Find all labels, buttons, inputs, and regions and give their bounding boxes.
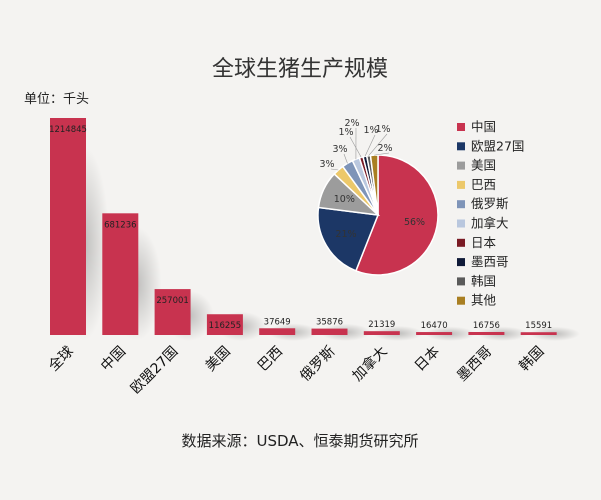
bar-1 xyxy=(102,213,139,335)
bar-value-label: 1214845 xyxy=(49,125,87,135)
legend-label: 美国 xyxy=(471,158,496,173)
legend-label: 欧盟27国 xyxy=(471,138,524,153)
category-label: 中国 xyxy=(98,344,129,375)
legend-swatch xyxy=(457,219,465,228)
pie-leader-line xyxy=(368,133,388,156)
bar-9 xyxy=(520,332,557,335)
pie-slice-1 xyxy=(317,206,380,272)
chart-title: 全球生猪生产规模 xyxy=(212,57,388,82)
bar-3 xyxy=(206,314,243,335)
legend-label: 日本 xyxy=(471,235,497,250)
legend-swatch xyxy=(457,180,465,189)
pie-value-label: 1% xyxy=(363,125,378,136)
bar-value-label: 116255 xyxy=(209,321,241,331)
bar-value-label: 16470 xyxy=(421,321,448,331)
bar-2 xyxy=(154,289,191,335)
category-label: 全球 xyxy=(45,343,77,375)
pie-leader-line xyxy=(374,152,390,156)
pie-value-label: 1% xyxy=(375,124,390,135)
category-label: 加拿大 xyxy=(349,343,391,385)
legend-swatch xyxy=(457,123,465,131)
bar-value-label: 15591 xyxy=(525,321,552,331)
bar-value-label: 16756 xyxy=(473,321,500,331)
bar-value-label: 21319 xyxy=(368,320,395,330)
pie-leader-line xyxy=(330,168,339,171)
bar-4 xyxy=(259,328,296,335)
pie-leader-line xyxy=(343,153,348,164)
pie-slice-0 xyxy=(354,154,439,276)
legend-label: 中国 xyxy=(471,119,496,134)
legend-swatch xyxy=(457,142,465,151)
legend-label: 巴西 xyxy=(471,177,496,192)
bar-5 xyxy=(311,328,348,335)
bar-7 xyxy=(416,332,453,335)
bar-value-label: 257001 xyxy=(156,296,188,306)
pie-value-label: 2% xyxy=(344,118,359,129)
category-label: 俄罗斯 xyxy=(297,344,338,385)
pie-value-label: 2% xyxy=(377,143,392,154)
pie-value-label: 10% xyxy=(334,194,355,205)
pie-value-label: 3% xyxy=(319,159,334,170)
legend-swatch xyxy=(457,200,465,209)
pie-value-label: 3% xyxy=(332,144,347,155)
category-label: 韩国 xyxy=(516,344,547,375)
legend-swatch xyxy=(457,277,465,286)
category-label: 美国 xyxy=(203,344,234,375)
legend-label: 其他 xyxy=(471,293,497,308)
bar-0 xyxy=(50,118,86,335)
pie-leader-line xyxy=(364,134,376,157)
legend-label: 墨西哥 xyxy=(471,254,509,269)
bar-value-label: 37649 xyxy=(264,317,291,327)
pie-value-label: 21% xyxy=(335,229,356,240)
category-label: 欧盟27国 xyxy=(128,344,182,398)
bar-8 xyxy=(468,332,505,335)
bar-value-label: 681236 xyxy=(104,220,136,230)
legend-label: 俄罗斯 xyxy=(471,196,509,211)
unit-label: 单位：千头 xyxy=(24,92,89,107)
category-label: 日本 xyxy=(412,344,443,375)
source-note: 数据来源：USDA、恒泰期货研究所 xyxy=(181,432,418,450)
legend-swatch xyxy=(457,161,465,170)
legend-label: 韩国 xyxy=(471,273,496,288)
category-label: 巴西 xyxy=(255,344,286,375)
pie-value-label: 1% xyxy=(338,127,353,138)
pie-value-label: 56% xyxy=(404,217,425,228)
bar-value-label: 35876 xyxy=(316,318,343,328)
pie-chart: 56%21%10%3%3%2%1% 1%1%2% xyxy=(317,118,439,276)
pie-leader-line xyxy=(349,136,362,158)
legend-swatch xyxy=(457,258,465,267)
category-label: 墨西哥 xyxy=(454,344,495,385)
legend-label: 加拿大 xyxy=(471,216,509,231)
legend-swatch xyxy=(457,238,465,247)
legend-swatch xyxy=(457,296,465,305)
bar-6 xyxy=(363,331,400,335)
